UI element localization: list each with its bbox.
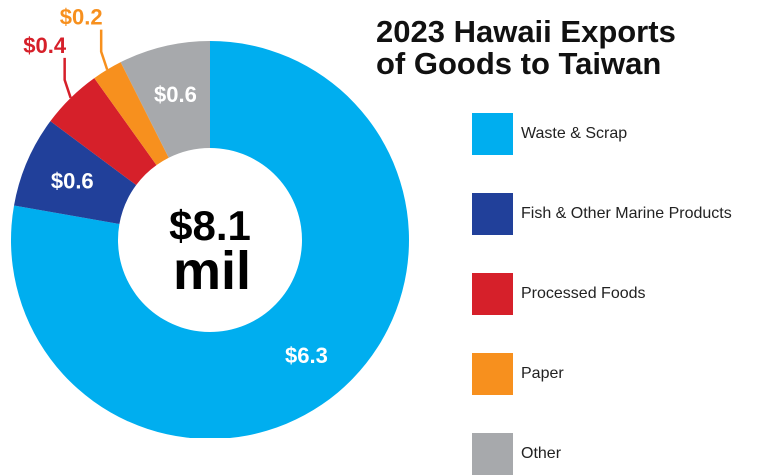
legend-label: Other (521, 445, 562, 462)
legend-item-processed-foods: Processed Foods (472, 273, 768, 315)
legend-item-waste-and-scrap: Waste & Scrap (472, 113, 768, 155)
legend-swatch (472, 273, 513, 315)
chart-title: 2023 Hawaii Exports of Goods to Taiwan (376, 16, 761, 80)
legend-label: Paper (521, 365, 564, 382)
slice-waste-and-scrap (11, 41, 409, 438)
chart-title-line-1: 2023 Hawaii Exports (376, 14, 676, 49)
legend-swatch (472, 193, 513, 235)
center-total: $8.1 mil (169, 202, 251, 301)
legend-swatch (472, 113, 513, 155)
legend-item-paper: Paper (472, 353, 768, 395)
legend-label: Waste & Scrap (521, 125, 628, 142)
data-label-processed-foods: $0.4 (23, 33, 67, 58)
legend-swatch (472, 353, 513, 395)
slice-fish-and-other-marine-products (14, 121, 137, 225)
donut-chart: $6.3 $0.6 $0.4 $0.2 $0.6 $8.1 mil (11, 5, 409, 438)
slice-processed-foods (50, 78, 157, 186)
data-label-fish-and-other-marine-products: $0.6 (51, 169, 94, 194)
data-label-waste-and-scrap: $6.3 (285, 343, 328, 368)
legend-swatch (472, 433, 513, 475)
leader-line-processed-foods (63, 57, 72, 99)
data-label-paper: $0.2 (60, 5, 103, 30)
data-label-other: $0.6 (154, 82, 197, 107)
center-total-unit: mil (173, 241, 251, 301)
legend-item-other: Other (472, 433, 768, 475)
slice-paper (94, 62, 169, 166)
legend-label: Fish & Other Marine Products (521, 205, 732, 222)
chart-title-line-2: of Goods to Taiwan (376, 46, 662, 81)
leader-line-paper (99, 29, 109, 71)
center-total-amount: $8.1 (169, 202, 251, 249)
legend-label: Processed Foods (521, 285, 646, 302)
slice-other (120, 41, 210, 158)
legend-item-fish-and-other-marine-products: Fish & Other Marine Products (472, 193, 768, 235)
